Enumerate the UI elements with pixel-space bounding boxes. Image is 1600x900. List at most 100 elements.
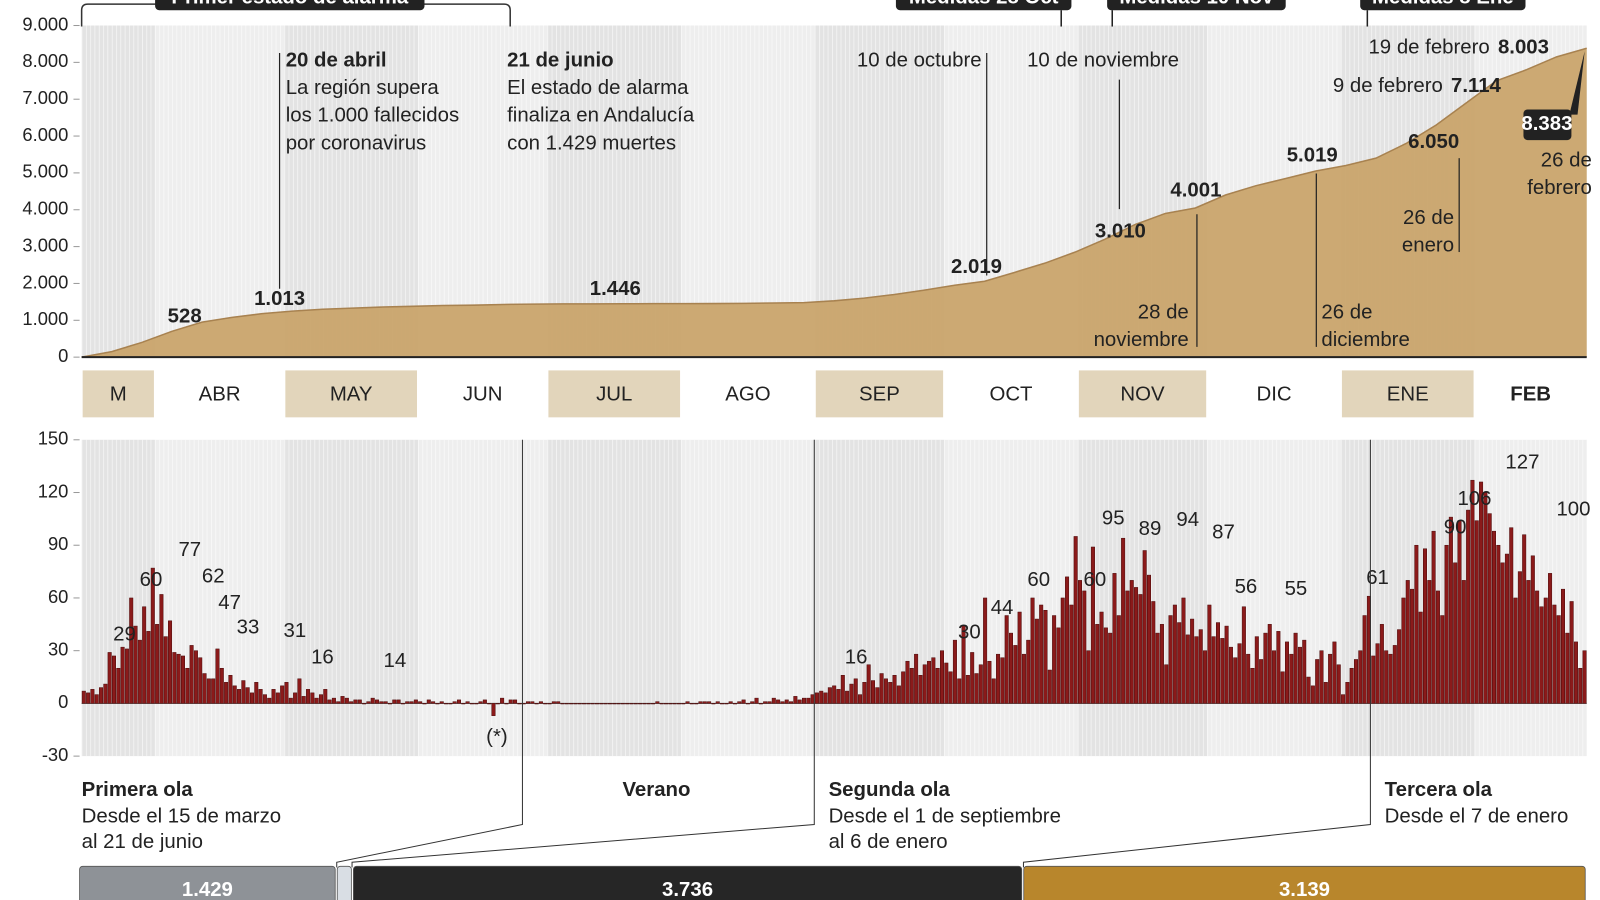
bar	[1228, 646, 1233, 704]
callout-date: 9 de febrero	[1333, 75, 1443, 97]
bar	[922, 664, 927, 704]
bar	[1246, 653, 1251, 704]
bar	[771, 697, 776, 704]
bar	[1129, 580, 1134, 704]
bar	[1388, 653, 1393, 704]
month-label: OCT	[989, 383, 1032, 405]
bar	[1405, 580, 1410, 704]
measure-box	[1107, 0, 1286, 11]
bar	[142, 606, 147, 704]
month-band	[815, 370, 944, 418]
bar	[909, 667, 914, 704]
month-label: NOV	[1120, 383, 1165, 405]
bar	[1353, 659, 1359, 704]
bar	[168, 620, 173, 704]
bar	[1358, 650, 1363, 704]
bar	[349, 701, 354, 704]
bar	[284, 682, 289, 704]
bar	[1125, 590, 1130, 704]
peak-label: 60	[1027, 569, 1050, 591]
bar	[310, 692, 315, 704]
bar	[978, 664, 983, 704]
note-text: El estado de alarma	[507, 77, 689, 99]
bar	[935, 667, 940, 704]
callout-value: 2.019	[951, 256, 1002, 278]
bar	[448, 703, 453, 705]
bar	[875, 687, 880, 704]
peak-label: 60	[140, 569, 163, 591]
bar	[543, 703, 548, 705]
bar	[564, 703, 569, 705]
bar	[422, 703, 427, 705]
bar	[845, 690, 850, 704]
bar	[1121, 537, 1126, 704]
bar	[776, 699, 781, 704]
bar	[1509, 527, 1514, 704]
bar	[86, 692, 91, 704]
y-tick-label: 150	[38, 428, 69, 449]
bar	[801, 697, 806, 704]
wave-text: Desde el 1 de septiembre	[829, 806, 1061, 828]
measure-label: Medidas 10 Nov	[1119, 0, 1274, 8]
bar	[1513, 597, 1518, 704]
bar	[271, 689, 276, 704]
wave-connector	[1022, 439, 1371, 868]
wave-title: Verano	[622, 779, 690, 801]
bar	[172, 652, 177, 704]
bar	[948, 671, 953, 704]
callout-value: 528	[168, 306, 202, 328]
bar	[1293, 632, 1298, 704]
bar	[1552, 604, 1557, 704]
bar	[1237, 643, 1242, 704]
peak-label: 87	[1212, 522, 1235, 544]
bar	[1302, 639, 1307, 704]
date-label: febrero	[1527, 177, 1592, 199]
bar	[1250, 667, 1255, 704]
area-edge	[81, 47, 1587, 358]
bar	[478, 701, 483, 704]
bar	[1056, 627, 1061, 704]
bar	[849, 683, 854, 704]
bar	[569, 703, 574, 705]
bar	[392, 699, 397, 704]
bar	[663, 703, 668, 705]
bar	[612, 703, 617, 705]
wave-connector	[351, 439, 815, 868]
bar	[185, 667, 190, 704]
bar	[469, 703, 474, 705]
footnote-marker: (*)	[486, 726, 508, 748]
bar	[1535, 590, 1540, 704]
bar	[1142, 550, 1147, 704]
bar	[866, 664, 871, 704]
bar	[538, 701, 543, 704]
bar	[362, 703, 367, 705]
bar	[551, 701, 556, 704]
callout-value: 8.003	[1498, 36, 1549, 58]
bar	[939, 650, 944, 704]
month-label: DIC	[1256, 383, 1291, 405]
month-band	[285, 370, 417, 418]
wave-text: Desde el 15 de marzo	[82, 806, 282, 828]
bar	[737, 701, 742, 704]
bar	[991, 678, 996, 704]
bar	[1418, 611, 1423, 704]
bar	[1483, 492, 1488, 704]
bar	[1146, 574, 1151, 704]
bar	[1444, 544, 1449, 704]
summary-segment	[336, 865, 352, 900]
month-label: JUN	[463, 383, 503, 405]
bar	[1021, 653, 1026, 704]
bar	[1491, 530, 1497, 704]
bar	[616, 703, 621, 705]
bar	[1013, 645, 1018, 704]
bar	[1008, 632, 1013, 704]
bar	[1345, 682, 1350, 704]
summary-segment	[79, 865, 336, 900]
month-band	[82, 370, 154, 418]
y-tick-label: 6.000	[22, 124, 68, 145]
callout-pointer	[1569, 51, 1585, 115]
bar	[1336, 664, 1341, 704]
bar	[323, 689, 328, 704]
bar	[1263, 632, 1268, 704]
bar	[1151, 601, 1156, 704]
